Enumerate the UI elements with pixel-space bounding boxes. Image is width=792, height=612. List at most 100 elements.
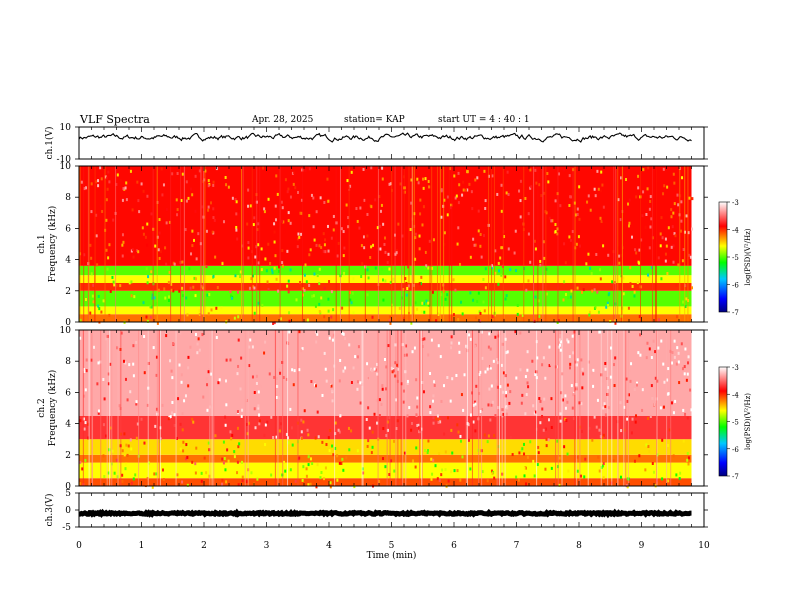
spectrogram-speckle: [104, 175, 107, 179]
spectrogram-speckle: [685, 297, 688, 301]
spectrogram-speckle: [289, 195, 292, 199]
spectrogram-speckle: [452, 313, 455, 317]
spectrogram-speckle: [689, 255, 692, 259]
spectrogram-speckle: [576, 212, 579, 216]
spectrogram-speckle: [681, 367, 684, 371]
spectrogram-speckle: [167, 298, 170, 302]
spectrogram-speckle: [152, 346, 155, 350]
spectrogram-speckle: [129, 390, 132, 394]
spectrogram-speckle: [281, 206, 284, 210]
spectrogram-speckle: [277, 269, 280, 273]
spectrogram-speckle: [115, 458, 118, 462]
spectrogram-speckle: [446, 416, 449, 420]
colorbar-label: log(PSD)(V²/Hz): [744, 393, 752, 450]
spectrogram-speckle: [527, 232, 530, 236]
spectrogram-speckle: [450, 428, 453, 432]
spectrogram-speckle: [115, 182, 118, 186]
spectrogram-speckle: [267, 287, 270, 291]
spectrogram-speckle: [84, 421, 87, 425]
spectrogram-speckle: [323, 286, 326, 290]
spectrogram-speckle: [691, 227, 694, 231]
spectrogram-speckle: [337, 428, 340, 432]
spectrogram-speckle: [688, 196, 691, 200]
spectrogram-speckle: [455, 373, 458, 377]
chart-title: VLF Spectra: [80, 113, 150, 126]
spectrogram-speckle: [95, 234, 98, 238]
spectrogram-speckle: [194, 209, 197, 213]
spectrogram-speckle: [671, 225, 674, 229]
spectrogram-speckle: [286, 249, 289, 253]
spectrogram-speckle: [380, 203, 383, 207]
spectrogram-speckle: [591, 289, 594, 293]
spectrogram-speckle: [458, 183, 461, 187]
spectrogram-speckle: [184, 228, 187, 232]
spectrogram-speckle: [196, 351, 199, 355]
spectrogram-speckle: [521, 447, 524, 451]
spectrogram-speckle: [133, 295, 136, 299]
spectrogram-speckle: [360, 244, 363, 248]
spectrogram-speckle: [629, 282, 632, 286]
spectrogram-speckle: [473, 243, 476, 247]
spectrogram-speckle: [638, 454, 641, 458]
spectrogram-speckle: [325, 379, 328, 383]
spectrogram-speckle: [320, 470, 323, 474]
colorbar-tick-label: -3: [732, 199, 739, 207]
spectrogram-speckle: [131, 248, 134, 252]
spectrogram-speckle: [240, 356, 243, 360]
spectrogram-band: [79, 454, 692, 463]
spectrogram-speckle: [324, 250, 327, 254]
spectrogram-speckle: [327, 249, 330, 253]
y-tick-label: 2: [65, 451, 71, 461]
spectrogram-speckle: [422, 177, 425, 181]
spectrogram-speckle: [158, 231, 161, 235]
spectrogram-speckle: [236, 237, 239, 241]
spectrogram-speckle: [386, 260, 389, 264]
spectrogram-speckle: [367, 376, 370, 380]
spectrogram-speckle: [181, 286, 184, 290]
spectrogram-speckle: [373, 412, 376, 416]
spectrogram-speckle: [131, 208, 134, 212]
spectrogram-speckle: [122, 187, 125, 191]
spectrogram-speckle: [549, 362, 552, 366]
spectrogram-speckle: [378, 398, 381, 402]
spectrogram-speckle: [644, 468, 647, 472]
spectrogram-speckle: [363, 198, 366, 202]
spectrogram-speckle: [380, 267, 383, 271]
spectrogram-speckle: [120, 331, 123, 335]
spectrogram-speckle: [150, 212, 153, 216]
spectrogram-speckle: [173, 262, 176, 266]
spectrogram-speckle: [588, 313, 591, 317]
spectrogram-speckle: [366, 212, 369, 216]
spectrogram-speckle: [186, 483, 189, 487]
spectrogram-speckle: [454, 288, 457, 292]
spectrogram-speckle: [121, 243, 124, 247]
spectrogram-speckle: [441, 283, 444, 287]
spectrogram-speckle: [182, 449, 185, 453]
spectrogram-speckle: [465, 188, 468, 192]
spectrogram-speckle: [251, 345, 254, 349]
spectrogram-speckle: [689, 388, 692, 392]
spectrogram-speckle: [367, 406, 370, 410]
spectrogram-speckle: [477, 291, 480, 295]
spectrogram-speckle: [486, 479, 489, 483]
spectrogram-speckle: [449, 399, 452, 403]
spectrogram-speckle: [245, 480, 248, 484]
spectrogram-speckle: [300, 198, 303, 202]
spectrogram-speckle: [158, 256, 161, 260]
spectrogram-speckle: [201, 333, 204, 337]
spectrogram-speckle: [263, 351, 266, 355]
spectrogram-speckle: [142, 189, 145, 193]
spectrogram-speckle: [318, 282, 321, 286]
spectrogram-speckle: [264, 340, 267, 344]
spectrogram-speckle: [605, 305, 608, 309]
spectrogram-speckle: [542, 428, 545, 432]
spectrogram-speckle: [313, 383, 316, 387]
spectrogram-speckle: [121, 479, 124, 483]
spectrogram-speckle: [559, 412, 562, 416]
spectrogram-speckle: [338, 379, 341, 383]
spectrogram-speckle: [620, 274, 623, 278]
spectrogram-speckle: [100, 310, 103, 314]
spectrogram-speckle: [380, 402, 383, 406]
spectrogram-speckle: [416, 177, 419, 181]
spectrogram-speckle: [479, 370, 482, 374]
